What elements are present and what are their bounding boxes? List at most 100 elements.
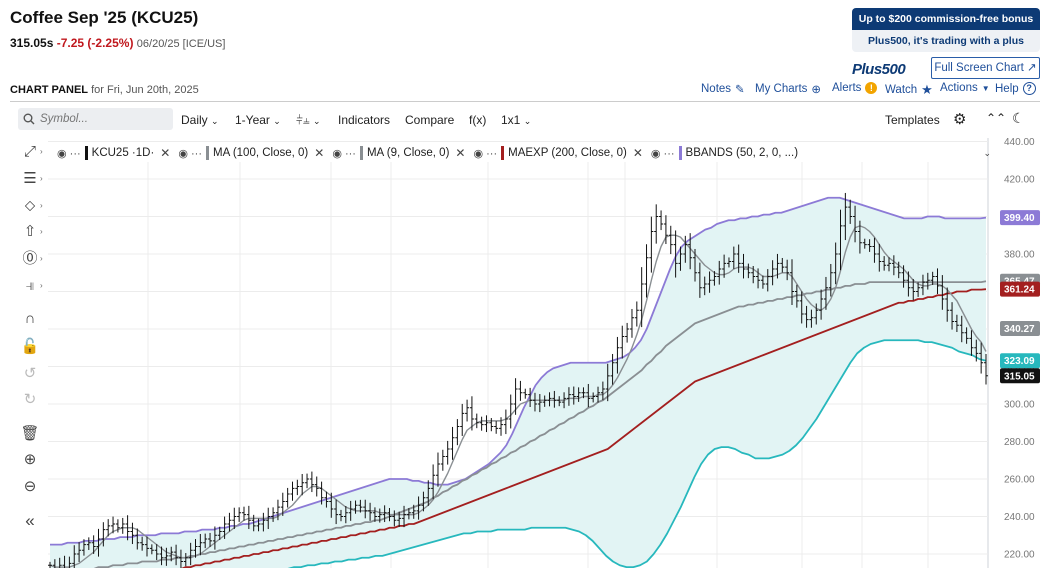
price-chart[interactable]: 440.00420.00400.00380.00360.00340.00320.… [48,138,1044,568]
plus500-ad[interactable]: Up to $200 commission-free bonus Plus500… [852,8,1040,52]
y-tick-label: 440.00 [1004,138,1035,148]
ad-tagline[interactable]: Plus500, it's trading with a plus [852,30,1040,52]
legend-collapse-icon[interactable]: ⌄ [983,147,991,158]
magnet-icon[interactable]: ∩ [24,310,36,327]
legend-item-ma100[interactable]: ◉ ··· MA (100, Close, 0) ✕ [178,146,324,160]
interval-label: Daily [181,113,208,127]
compare-button[interactable]: Compare [405,113,455,127]
price-tag-label: 361.24 [1004,285,1035,296]
header-divider [10,101,1040,102]
quote-line: 315.05s -7.25 (-2.25%) 06/20/25 [ICE/US] [10,36,225,50]
measure-tool-icon[interactable]: ⫣ › [25,277,43,294]
collapse-icon[interactable]: ⌃⌃ [986,111,1007,125]
dark-mode-icon[interactable]: ☾ [1012,110,1025,126]
plus500-logo[interactable]: Plus500 [852,61,906,78]
price-tag-label: 315.05 [1004,371,1035,382]
maexp200-line [181,288,987,568]
unlock-icon[interactable]: 🔓 [20,338,40,355]
layout-select[interactable]: 1x1 ⌄ [501,113,531,127]
collapse-sidebar-icon[interactable]: « [25,511,35,530]
quote-date-exchange: 06/20/25 [ICE/US] [136,38,226,50]
trash-icon[interactable]: 🗑 [20,425,40,442]
y-tick-label: 420.00 [1004,175,1035,186]
y-axis-panel [988,138,1044,568]
legend-swatch [359,146,363,160]
close-icon[interactable]: ✕ [160,146,171,160]
help-button[interactable]: Help ? [995,82,1036,95]
full-screen-chart-button[interactable]: Full Screen Chart ↗ [931,57,1040,79]
eye-icon[interactable]: ◉ ··· [332,147,356,160]
my-charts-button[interactable]: My Charts ⊕ [755,82,821,96]
legend-item-bbands[interactable]: ◉ ··· BBANDS (50, 2, 0, ...) [651,146,798,160]
actions-label: Actions [940,82,978,94]
alerts-button[interactable]: Alerts ! [832,82,878,94]
my-charts-label: My Charts [755,83,808,95]
legend-swatch [501,146,505,160]
last-price: 315.05s [10,36,54,50]
alerts-label: Alerts [832,82,862,94]
bollinger-band-fill [50,197,986,568]
zoom-out-icon[interactable]: ⊖ [23,478,37,495]
zoom-in-icon[interactable]: ⊕ [23,451,37,468]
legend-item-ma9[interactable]: ◉ ··· MA (9, Close, 0) ✕ [332,146,465,160]
eye-icon[interactable]: ◉ ··· [473,147,498,160]
close-icon[interactable]: ✕ [314,146,325,160]
undo-icon[interactable]: ↺ [23,365,37,382]
watch-label: Watch [885,84,918,96]
fx-button[interactable]: f(x) [469,113,487,127]
price-change: -7.25 (-2.25%) [56,36,134,50]
chart-legend: ◉ ··· KCU25 ·1D· ✕ ◉ ··· MA (100, Close, 0)… [57,142,991,164]
eye-icon[interactable]: ◉ ··· [650,147,675,160]
fibonacci-tool-icon[interactable]: ☰ › [23,170,43,187]
chevron-down-icon: ⌄ [313,116,321,126]
trend-line-tool-icon[interactable]: ⤢ › [23,143,43,160]
legend-label: MAEXP (200, Close, 0) [508,147,627,159]
arrow-tool-icon[interactable]: ⇧ › [23,223,43,240]
y-tick-label: 300.00 [1004,400,1035,411]
y-tick-label: 240.00 [1004,512,1035,523]
symbol-search[interactable] [18,108,173,130]
legend-item-maexp200[interactable]: ◉ ··· MAEXP (200, Close, 0) ✕ [473,146,643,160]
expand-icon: ↗ [1027,62,1037,74]
chart-type-select[interactable]: ⫩⫨ ⌄ [296,113,321,128]
gear-icon[interactable]: ⚙ [953,111,967,128]
price-tag-label: 340.27 [1004,324,1035,335]
full-screen-label: Full Screen Chart [934,62,1024,74]
help-label: Help [995,82,1019,95]
interval-select[interactable]: Daily ⌄ [181,113,219,127]
legend-item-kcu25[interactable]: ◉ ··· KCU25 ·1D· ✕ [57,146,170,160]
star-icon: ★ [921,82,933,97]
ma9-line [49,225,987,568]
eye-icon[interactable]: ◉ ··· [57,147,81,160]
symbol-search-input[interactable] [40,111,168,127]
y-tick-label: 380.00 [1004,250,1035,261]
eye-icon[interactable]: ◉ ··· [178,147,203,160]
close-icon[interactable]: ✕ [455,146,466,160]
y-tick-label: 220.00 [1004,550,1035,561]
chevron-down-icon: ⌄ [523,116,532,126]
candlestick-icon: ⫩⫨ [296,113,310,127]
close-icon[interactable]: ✕ [632,146,643,160]
watch-button[interactable]: Watch ★ [885,82,933,98]
price-tag [1000,281,1040,297]
ad-bonus-text[interactable]: Up to $200 commission-free bonus [852,8,1040,30]
range-select[interactable]: 1-Year ⌄ [235,113,281,127]
chevron-down-icon: ⌄ [273,116,281,126]
notes-button[interactable]: Notes ✎ [701,82,745,96]
legend-label: MA (100, Close, 0) [213,147,309,159]
help-icon: ? [1022,82,1036,95]
shapes-tool-icon[interactable]: ⬦ › [24,197,43,214]
text-tool-icon[interactable]: ⓪ › [22,250,43,267]
layout-label: 1x1 [501,113,521,127]
templates-button[interactable]: Templates [885,113,940,127]
chart-panel-label: CHART PANEL [10,84,89,96]
page-title: Coffee Sep '25 (KCU25) [10,8,199,27]
add-circle-icon: ⊕ [811,84,822,96]
redo-icon[interactable]: ↻ [23,391,37,408]
price-tag [1000,368,1040,384]
range-label: 1-Year [235,113,270,127]
y-tick-label: 260.00 [1004,475,1035,486]
actions-menu[interactable]: Actions ▼ [940,82,990,94]
chart-panel-date: for Fri, Jun 20th, 2025 [91,84,199,96]
indicators-button[interactable]: Indicators [338,113,391,127]
